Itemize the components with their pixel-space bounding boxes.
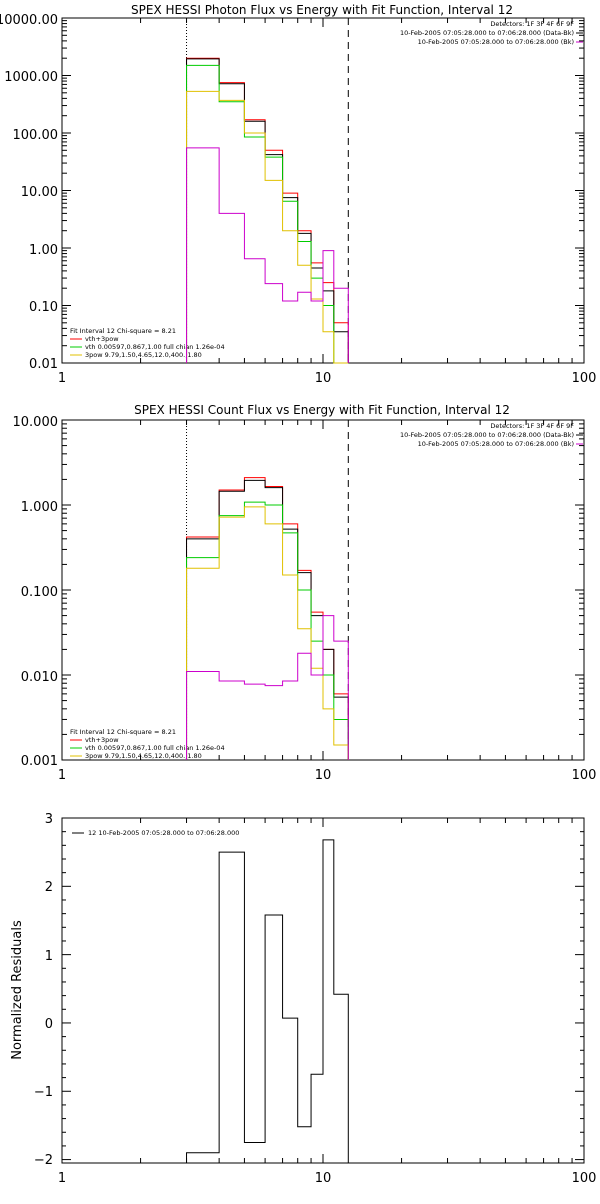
photon-flux-title: SPEX HESSI Photon Flux vs Energy with Fi… [131, 3, 513, 17]
y-tick-label: 1000.00 [4, 70, 58, 85]
legend-vth: vth 0.00597,0.867,1.00 full chian 1.26e-… [85, 744, 225, 752]
legend-total: vth+3pow [85, 736, 119, 744]
x-tick-label: 10 [315, 768, 332, 783]
legend-bk: 10-Feb-2005 07:05:28.000 to 07:06:28.000… [418, 38, 574, 46]
legend-fit-interval: Fit Interval 12 Chi-square = 8.21 [70, 327, 176, 335]
y-tick-label: 10.00 [21, 185, 58, 200]
x-tick-label: 10 [315, 371, 332, 386]
legend-detectors: Detectors: 1F 3F 4F 6F 9F [490, 20, 574, 28]
y-tick-label: 1.000 [21, 500, 58, 515]
y-tick-label: 0.001 [21, 754, 58, 769]
x-tick-label: 1 [58, 768, 66, 783]
photon-series-1-step-line [186, 58, 349, 363]
y-tick-label: 3 [45, 812, 53, 827]
legend-bk: 10-Feb-2005 07:05:28.000 to 07:06:28.000… [418, 440, 574, 448]
photon-legend-top-right: Detectors: 1F 3F 4F 6F 9F 10-Feb-2005 07… [400, 20, 583, 46]
y-tick-label: 10.000 [13, 415, 59, 430]
residual-series-0-step-line [186, 839, 349, 1163]
residuals-panel: Normalized Residuals 3 2 1 0 −1 −2 1 10 … [10, 812, 596, 1186]
legend-data-bk: 10-Feb-2005 07:05:28.000 to 07:06:28.000… [400, 29, 574, 37]
photon-series-4-step-line [186, 147, 349, 363]
y-tick-label: 0.100 [21, 585, 58, 600]
residuals-legend: 12 10-Feb-2005 07:05:28.000 to 07:06:28.… [88, 829, 239, 837]
legend-3pow: 3pow 9.79,1.50,4.65,12.0,400.,1.80 [85, 351, 202, 359]
y-tick-label: 0.01 [29, 357, 58, 372]
y-tick-label: 0.10 [29, 300, 58, 315]
legend-3pow: 3pow 9.79,1.50,4.65,12.0,400.,1.80 [85, 752, 202, 760]
y-tick-label: 0 [45, 1017, 53, 1032]
legend-data-bk: 10-Feb-2005 07:05:28.000 to 07:06:28.000… [400, 431, 574, 439]
y-tick-label: 1 [45, 949, 53, 964]
y-tick-label: 10000.00 [0, 13, 58, 28]
x-tick-label: 1 [58, 1171, 66, 1186]
count-series-0-step-line [186, 477, 349, 760]
chart-marks [186, 18, 349, 1163]
count-legend-bottom-left: Fit Interval 12 Chi-square = 8.21 vth+3p… [70, 728, 225, 760]
legend-total: vth+3pow [85, 335, 119, 343]
count-flux-panel: SPEX HESSI Count Flux vs Energy with Fit… [13, 403, 597, 783]
photon-series-0-step-line [186, 57, 349, 363]
photon-series-2-step-line [186, 64, 349, 364]
legend-fit-interval: Fit Interval 12 Chi-square = 8.21 [70, 728, 176, 736]
y-tick-label: 1.00 [29, 243, 58, 258]
x-tick-label: 100 [572, 1171, 597, 1186]
y-tick-label: 2 [45, 880, 53, 895]
count-series-1-step-line [186, 479, 349, 760]
y-tick-label: 100.00 [13, 128, 59, 143]
residuals-y-axis-label: Normalized Residuals [10, 920, 25, 1060]
count-legend-top-right: Detectors: 1F 3F 4F 6F 9F 10-Feb-2005 07… [400, 422, 583, 448]
y-tick-label: −1 [34, 1085, 53, 1100]
photon-series-3-step-line [186, 90, 349, 364]
y-tick-label: −2 [34, 1153, 53, 1168]
legend-detectors: Detectors: 1F 3F 4F 6F 9F [490, 422, 574, 430]
x-tick-label: 100 [572, 768, 597, 783]
x-tick-label: 1 [58, 371, 66, 386]
x-tick-label: 10 [315, 1171, 332, 1186]
x-tick-label: 100 [572, 371, 597, 386]
legend-vth: vth 0.00597,0.867,1.00 full chian 1.26e-… [85, 343, 225, 351]
count-series-2-step-line [186, 501, 349, 760]
count-flux-title: SPEX HESSI Count Flux vs Energy with Fit… [134, 403, 510, 417]
count-series-4-step-line [186, 615, 349, 760]
photon-flux-panel: SPEX HESSI Photon Flux vs Energy with Fi… [0, 3, 596, 386]
photon-legend-bottom-left: Fit Interval 12 Chi-square = 8.21 vth+3p… [70, 327, 225, 359]
count-series-3-step-line [186, 506, 349, 760]
y-tick-label: 0.010 [21, 670, 58, 685]
